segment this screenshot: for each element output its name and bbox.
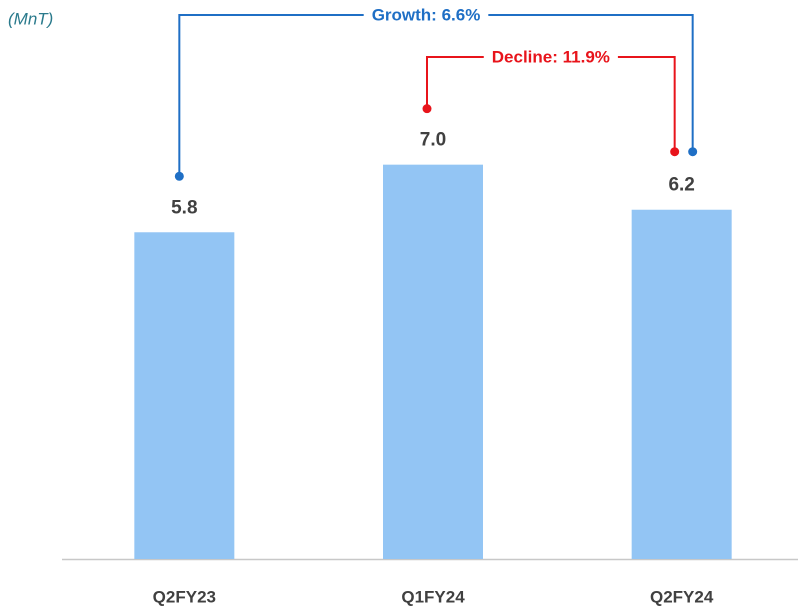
annotation-dot [670,147,680,157]
annotation-gap [483,53,618,61]
annotation-text: Decline: 11.9% [492,47,610,66]
bar [383,164,483,559]
unit-label: (MnT) [8,9,53,28]
annotation-dot [688,147,698,157]
bar [134,232,235,559]
x-tick-label: Q2FY23 [153,587,216,606]
x-tick-label: Q2FY24 [650,587,714,606]
annotation-dot [422,104,432,114]
annotation-dot [174,171,184,181]
bar [631,209,732,559]
annotation-gap [363,11,489,19]
value-label: 5.8 [171,197,197,218]
annotation-bracket [426,56,676,152]
value-label: 7.0 [420,130,446,151]
annotation-text: Growth: 6.6% [372,5,481,24]
annotation-bracket [178,14,694,177]
x-tick-label: Q1FY24 [401,587,465,606]
value-label: 6.2 [668,175,694,196]
